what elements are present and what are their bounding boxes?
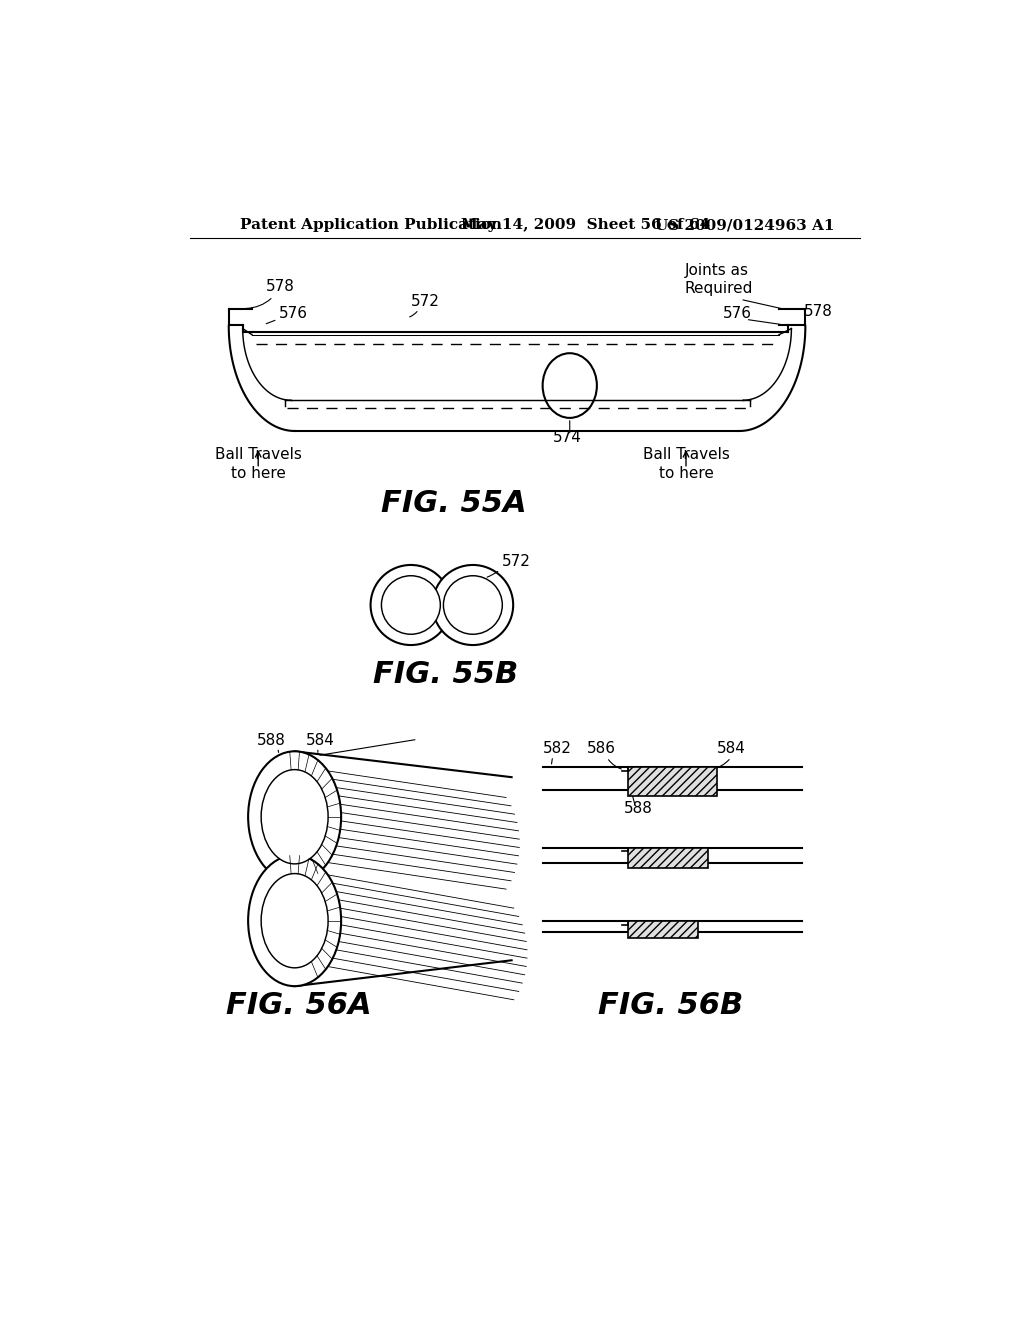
Text: 576: 576 (280, 306, 308, 321)
Text: 582: 582 (543, 741, 571, 756)
Text: Joints as
Required: Joints as Required (684, 263, 753, 296)
Text: FIG. 56B: FIG. 56B (598, 991, 743, 1020)
Text: 578: 578 (246, 279, 295, 309)
Ellipse shape (261, 770, 328, 863)
Text: Patent Application Publication: Patent Application Publication (241, 218, 503, 232)
Text: FIG. 56A: FIG. 56A (225, 991, 372, 1020)
Text: Ball Travels
to here: Ball Travels to here (215, 447, 302, 480)
Text: 584: 584 (717, 741, 745, 756)
Ellipse shape (261, 874, 328, 968)
Text: US 2009/0124963 A1: US 2009/0124963 A1 (655, 218, 835, 232)
Circle shape (381, 576, 440, 635)
Circle shape (443, 576, 503, 635)
Text: 586: 586 (587, 741, 615, 756)
Text: 588: 588 (257, 733, 286, 748)
Ellipse shape (248, 855, 341, 986)
Text: 574: 574 (553, 430, 582, 445)
Text: 572: 572 (502, 554, 530, 569)
Text: 578: 578 (804, 304, 833, 319)
Ellipse shape (248, 751, 341, 882)
Text: May 14, 2009  Sheet 56 of 64: May 14, 2009 Sheet 56 of 64 (461, 218, 711, 232)
Circle shape (371, 565, 452, 645)
Bar (628, 767, 717, 796)
Text: 584: 584 (306, 733, 335, 748)
Bar (628, 847, 708, 869)
Text: FIG. 55A: FIG. 55A (381, 488, 526, 517)
Text: 576: 576 (723, 306, 753, 321)
Text: Ball Travels
to here: Ball Travels to here (643, 447, 729, 480)
Circle shape (432, 565, 513, 645)
Text: 588: 588 (624, 801, 653, 816)
Bar (628, 921, 697, 937)
Text: FIG. 55B: FIG. 55B (373, 660, 518, 689)
Text: 572: 572 (411, 294, 439, 309)
